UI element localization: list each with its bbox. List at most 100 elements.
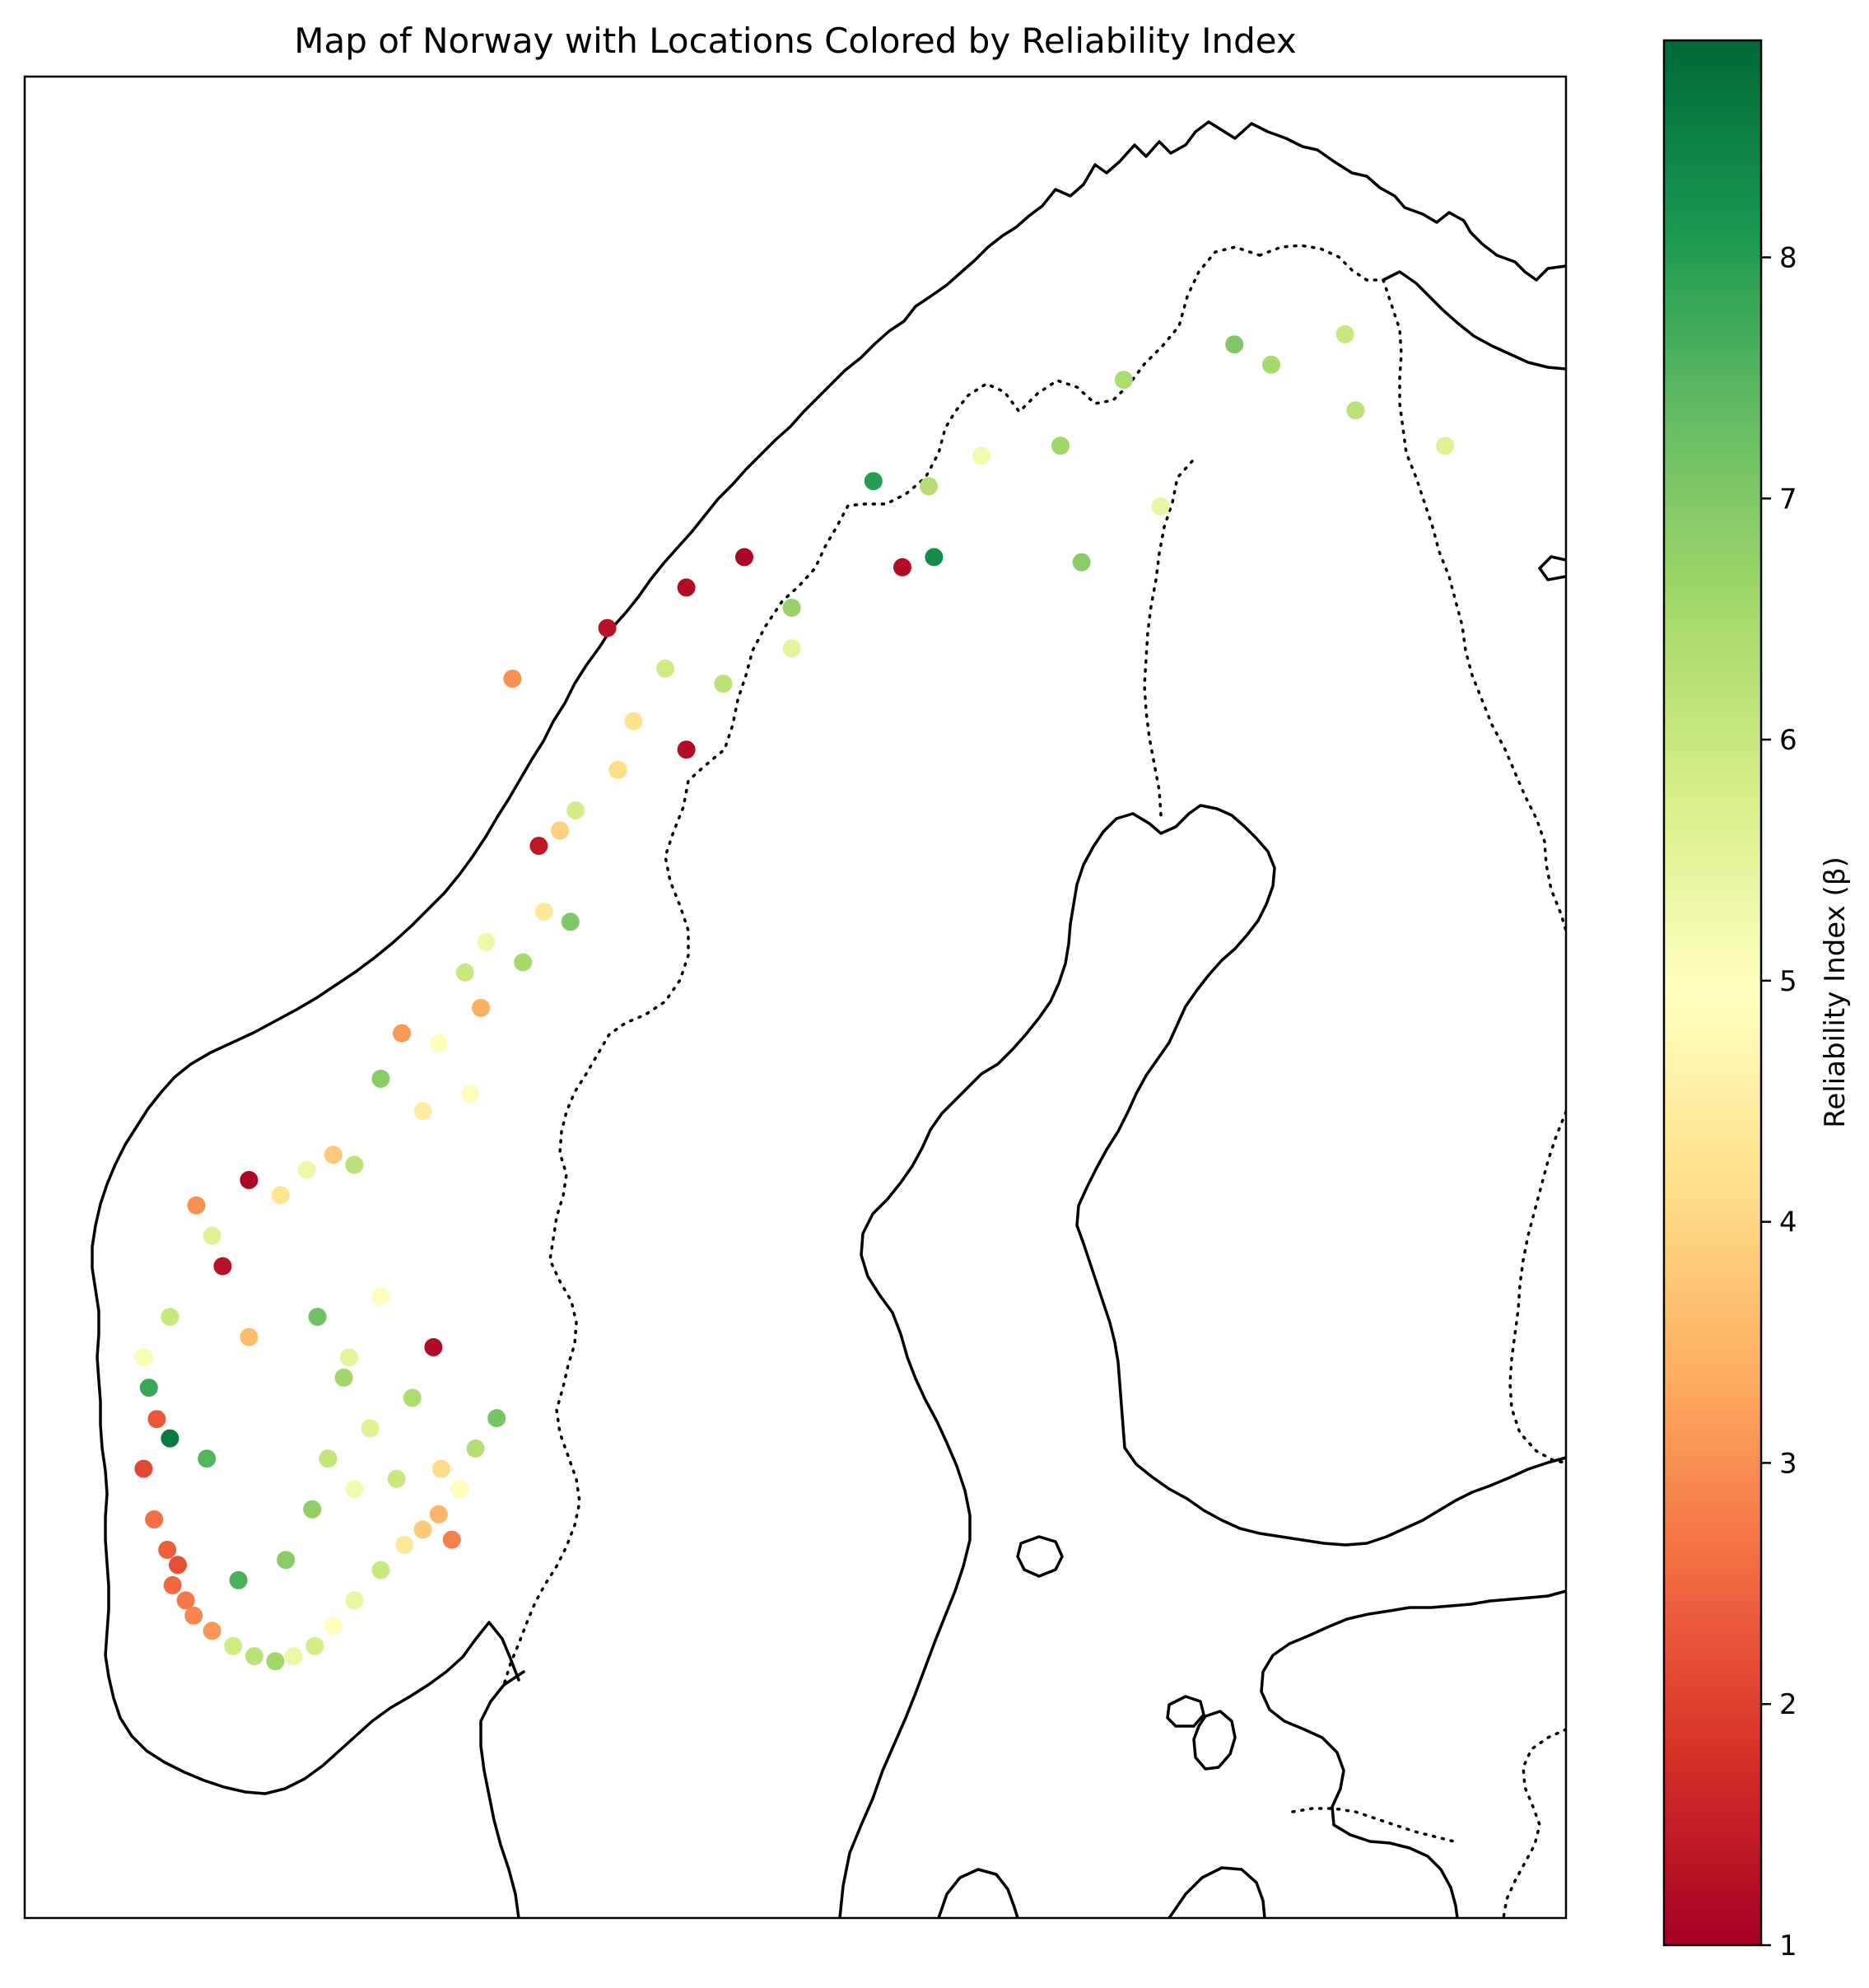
colorbar-frame (1662, 39, 1763, 1947)
location-point (240, 1328, 259, 1346)
location-point (147, 1410, 166, 1429)
location-point (455, 963, 474, 982)
location-point (158, 1540, 177, 1559)
location-point (403, 1388, 422, 1407)
location-point (395, 1535, 414, 1554)
estonia-latvia-border (1291, 1807, 1456, 1843)
location-point (487, 1409, 506, 1427)
colorbar: 1 2 3 4 5 6 7 8 Reliability Index (β) (1662, 39, 1852, 1962)
location-point (677, 578, 696, 597)
russia-arctic-coast (1382, 270, 1566, 371)
colorbar-tick-label: 8 (1779, 242, 1797, 275)
finland-estonia-coastline (937, 1589, 1566, 1918)
location-point (1151, 497, 1170, 516)
sweden-coastline (479, 804, 1566, 1918)
location-point (972, 446, 990, 465)
location-point (450, 1480, 469, 1499)
location-point (472, 998, 490, 1017)
location-point (224, 1636, 243, 1655)
location-point (134, 1348, 153, 1367)
location-point (176, 1591, 195, 1610)
location-point (161, 1308, 179, 1326)
location-point (308, 1308, 327, 1326)
location-point (271, 1186, 290, 1205)
chart-title: Map of Norway with Locations Colored by … (294, 21, 1296, 61)
colorbar-tick-label: 6 (1779, 724, 1797, 757)
location-point (424, 1337, 443, 1356)
location-point (198, 1449, 217, 1468)
location-point (442, 1530, 461, 1549)
location-point (561, 912, 580, 931)
location-point (656, 659, 674, 678)
location-point (163, 1575, 182, 1594)
location-point (503, 670, 522, 688)
location-point (714, 674, 733, 693)
location-point (371, 1069, 390, 1088)
location-point (319, 1449, 338, 1468)
location-point (1051, 436, 1070, 455)
location-point (134, 1459, 153, 1478)
colorbar-label: Reliability Index (β) (1819, 856, 1852, 1128)
location-point (161, 1429, 179, 1448)
location-point (203, 1622, 221, 1640)
location-point (340, 1348, 358, 1367)
location-point (297, 1160, 316, 1179)
location-point (1436, 436, 1455, 455)
colorbar-ramp (1664, 40, 1761, 1945)
location-point (429, 1505, 448, 1524)
location-point (203, 1226, 221, 1245)
location-point (361, 1419, 380, 1438)
location-point (677, 740, 696, 759)
location-point (893, 558, 911, 576)
finland-norway-north-border (1258, 244, 1385, 282)
location-point (305, 1636, 324, 1655)
location-point (466, 1439, 485, 1458)
location-point (345, 1480, 364, 1499)
location-points (134, 324, 1455, 1671)
norway-sweden-border (502, 245, 1261, 1687)
location-point (461, 1085, 480, 1104)
location-point (735, 548, 753, 567)
location-point (266, 1652, 285, 1671)
location-point (534, 903, 553, 921)
location-point (303, 1500, 322, 1519)
map-layer (91, 120, 1566, 1918)
location-point (1072, 553, 1091, 572)
location-point (477, 932, 496, 951)
colorbar-tick-label: 1 (1779, 1930, 1797, 1962)
location-point (345, 1591, 364, 1610)
location-point (334, 1368, 353, 1387)
location-point (566, 801, 585, 819)
location-point (277, 1551, 296, 1570)
national-borders (502, 244, 1566, 1918)
map-frame (23, 75, 1568, 1920)
location-point (1346, 401, 1365, 420)
location-point (864, 472, 883, 491)
landmass-outlines (91, 120, 1566, 1918)
location-point (598, 618, 617, 637)
colorbar-tick-label: 5 (1779, 965, 1797, 998)
location-point (139, 1379, 158, 1398)
location-point (245, 1647, 263, 1666)
location-point (608, 760, 627, 779)
island-aland (1016, 1535, 1064, 1578)
location-point (371, 1287, 390, 1306)
location-point (184, 1606, 203, 1625)
location-point (324, 1617, 343, 1636)
location-point (782, 639, 801, 658)
location-point (1335, 324, 1354, 343)
sweden-finland-border (1143, 460, 1194, 817)
colorbar-tick-label: 3 (1779, 1447, 1797, 1480)
location-point (413, 1102, 432, 1121)
location-point (529, 837, 548, 856)
colorbar-tick-label: 4 (1779, 1206, 1797, 1239)
location-point (551, 821, 569, 840)
location-point (393, 1024, 411, 1043)
location-point (345, 1155, 364, 1174)
location-point (145, 1510, 164, 1528)
location-point (169, 1556, 187, 1575)
location-point (514, 953, 533, 972)
estonia-russia-border (1502, 1728, 1566, 1918)
location-point (782, 599, 801, 617)
location-point (284, 1647, 303, 1666)
